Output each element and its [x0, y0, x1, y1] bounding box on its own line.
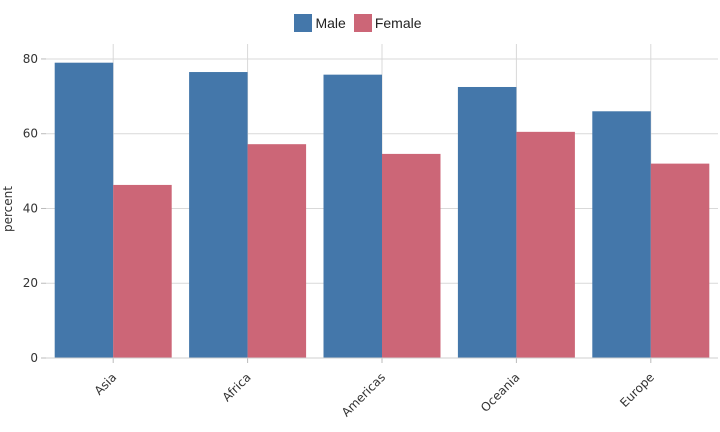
bar-male-oceania [457, 86, 517, 358]
x-tick-label: Americas [339, 370, 388, 419]
y-axis-title: percent [1, 186, 15, 232]
bar-female-americas [382, 153, 441, 358]
legend-item-female: Female [353, 14, 422, 32]
bar-male-africa [189, 72, 248, 359]
bar-female-asia [113, 184, 172, 358]
x-tick-label: Oceania [478, 370, 523, 415]
legend: Male Female [0, 14, 720, 32]
bar-male-americas [323, 74, 382, 359]
legend-swatch [353, 14, 372, 32]
bar-male-asia [54, 62, 114, 358]
y-tick-label: 0 [30, 351, 38, 365]
y-tick-label: 60 [23, 127, 38, 141]
bar-female-africa [247, 144, 307, 358]
bar-female-oceania [516, 131, 575, 358]
bar-female-europe [650, 163, 710, 358]
y-tick-label: 40 [23, 201, 38, 215]
legend-label: Male [315, 15, 346, 31]
legend-swatch [294, 14, 313, 32]
legend-label: Female [374, 15, 422, 31]
bar-male-europe [592, 111, 651, 359]
x-tick-label: Europe [617, 370, 657, 410]
x-tick-label: Asia [92, 370, 120, 398]
x-tick-label: Africa [220, 370, 254, 404]
y-tick-label: 20 [23, 276, 38, 290]
legend-item-male: Male [294, 14, 346, 32]
y-tick-label: 80 [23, 52, 38, 66]
